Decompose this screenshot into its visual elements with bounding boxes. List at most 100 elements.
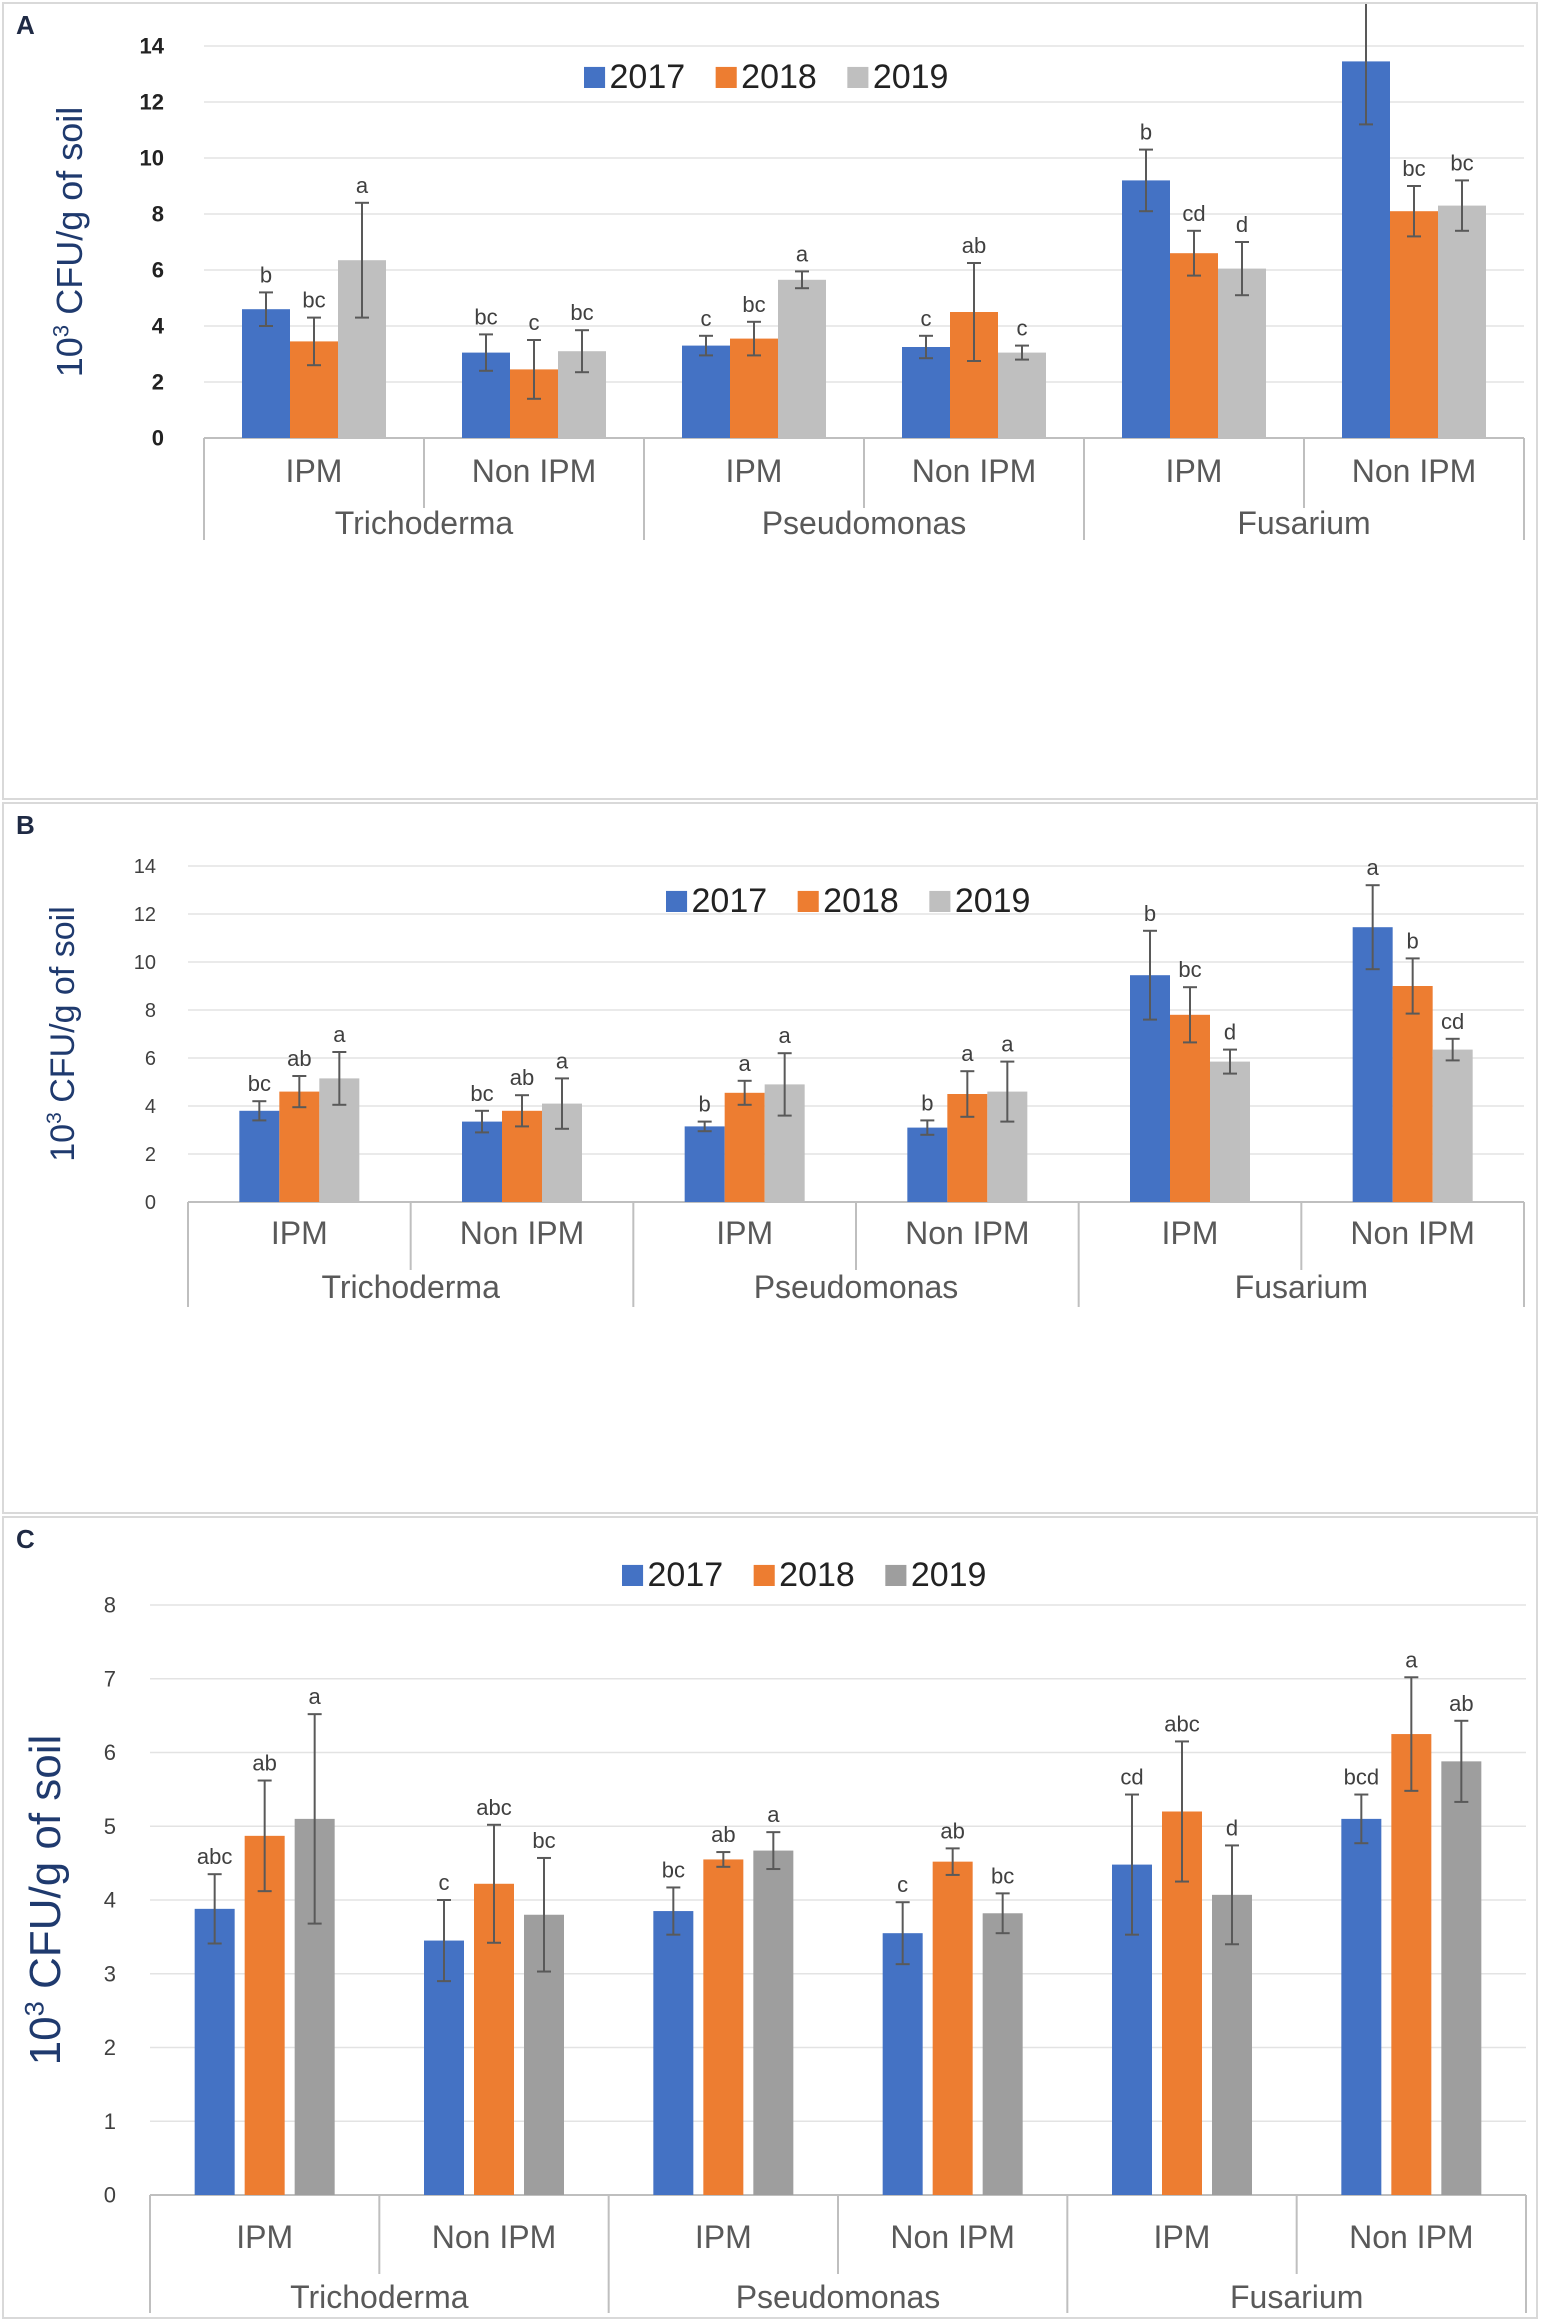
y-tick-label: 4 [104,1888,116,1913]
significance-label: a [739,1051,752,1076]
significance-label: ab [940,1818,964,1843]
panel-letter: B [16,810,35,840]
chart-c: 0 1 2 3 4 5 6 7 8 103 CFU/g of soil 2017 2018 2019 IP… [18,1556,1527,2315]
bar [462,1121,502,1202]
significance-label: ab [287,1046,311,1071]
category-label: Non IPM [890,2219,1014,2255]
significance-label: d [1236,212,1248,237]
legend-swatch [715,66,737,88]
y-tick-label: 1 [104,2109,116,2134]
y-tick-label: 0 [152,426,164,451]
significance-label: bc [302,288,325,313]
significance-label: ab [711,1822,735,1847]
y-tick-label: 14 [140,34,165,59]
panel-c: C 0 1 2 3 4 5 6 7 8 103 CFU/g of soil 2017 2018 2019… [2,1516,1538,2319]
legend-swatch [622,1564,644,1586]
bar [982,1913,1023,2195]
category-label: IPM [236,2219,293,2255]
bar [882,1933,923,2195]
category-label: Non IPM [460,1215,584,1251]
legend-label: 2018 [741,58,817,96]
significance-label: bc [1450,150,1473,175]
significance-label: a [333,1022,346,1047]
bar [1210,1061,1250,1202]
group-label: Trichoderma [321,1269,500,1305]
bar [1391,1734,1432,2195]
significance-label: abc [476,1795,511,1820]
legend-swatch [929,890,951,912]
category-label: IPM [271,1215,328,1251]
bar [244,1835,285,2195]
category-label: IPM [695,2219,752,2255]
category-label: IPM [1162,1215,1219,1251]
category-label: IPM [286,453,343,489]
bar [194,1908,235,2195]
bar [907,1127,948,1202]
significance-label: bc [1178,957,1201,982]
bar [1122,180,1170,438]
y-tick-label: 8 [104,1593,116,1618]
bar [1441,1761,1482,2195]
significance-label: a [779,1023,792,1048]
significance-label: abc [197,1844,232,1869]
y-tick-label: 0 [104,2183,116,2208]
y-tick-label: 0 [145,1192,156,1214]
y-tick-label: 14 [134,856,156,878]
bar [242,309,290,438]
significance-label: abc [1164,1711,1199,1736]
significance-label: a [1367,855,1380,880]
bar [682,345,730,438]
y-tick-label: 5 [104,1814,116,1839]
legend-swatch [753,1564,775,1586]
significance-label: bcd [1344,1765,1379,1790]
y-tick-label: 12 [134,904,156,926]
significance-label: b [1140,120,1152,145]
significance-label: bc [570,300,593,325]
y-tick-label: 12 [140,90,164,115]
legend-swatch [666,890,688,912]
panel-b: B 0 2 4 6 8 10 12 14 103 CFU/g of soil 2017 2018 20… [2,802,1538,1514]
panel-letter: C [16,1524,35,1554]
y-tick-label: 10 [134,952,156,974]
significance-label: ab [962,233,986,258]
group-label: Pseudomonas [754,1269,959,1305]
category-label: IPM [726,453,783,489]
bar [724,1092,765,1202]
category-label: Non IPM [432,2219,556,2255]
significance-label: bc [474,304,497,329]
y-tick-label: 6 [145,1048,156,1070]
category-label: Non IPM [1349,2219,1473,2255]
y-tick-label: 8 [152,202,164,227]
legend-swatch [584,66,606,88]
significance-label: cd [1120,1765,1143,1790]
legend-label: 2017 [610,58,686,96]
group-label: Fusarium [1235,1269,1368,1305]
significance-label: bc [742,292,765,317]
significance-label: cd [1441,1009,1464,1034]
y-tick-label: 2 [152,370,164,395]
group-label: Trichoderma [335,505,514,541]
significance-label: ab [252,1751,276,1776]
chart-b: 0 2 4 6 8 10 12 14 103 CFU/g of soil 2017 2018 2019… [43,855,1525,1307]
significance-label: c [439,1870,450,1895]
y-tick-label: 2 [104,2035,116,2060]
group-label: Pseudomonas [736,2279,941,2315]
bar [1170,253,1218,438]
bar [753,1850,794,2195]
legend-label: 2019 [955,882,1031,920]
significance-label: bc [1402,156,1425,181]
bar [1392,986,1433,1202]
bar [932,1861,973,2195]
bar [1352,927,1393,1202]
significance-label: a [796,241,809,266]
significance-label: d [1226,1815,1238,1840]
legend-swatch [847,66,869,88]
category-label: IPM [1166,453,1223,489]
y-tick-label: 4 [145,1096,156,1118]
bar [1218,268,1266,438]
bar [1341,1818,1382,2195]
bar [279,1091,320,1202]
bar [703,1859,744,2195]
y-tick-label: 4 [152,314,165,339]
category-label: IPM [1154,2219,1211,2255]
